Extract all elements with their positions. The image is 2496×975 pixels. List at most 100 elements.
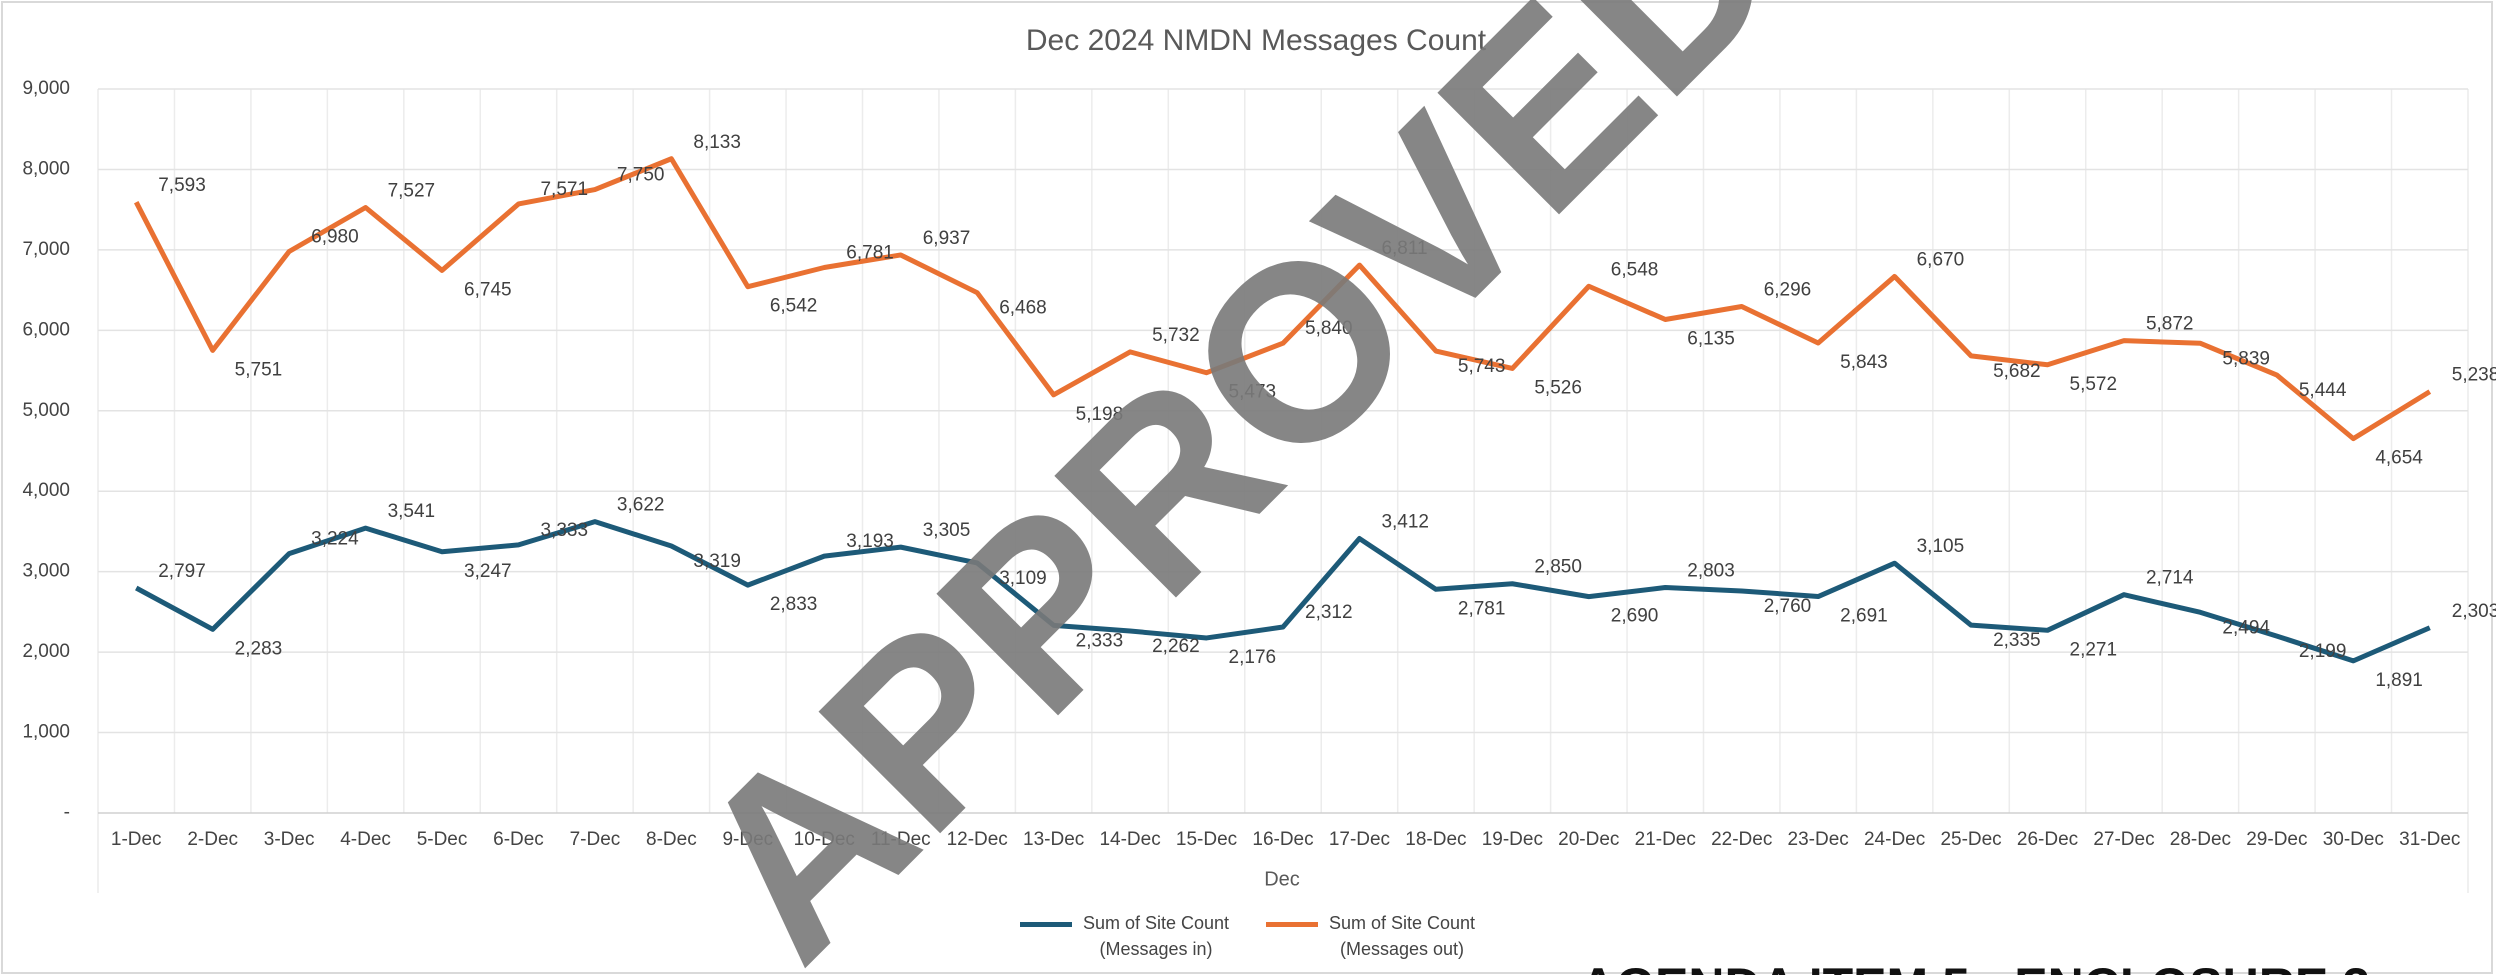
- data-label: 2,271: [2070, 639, 2118, 660]
- x-tick-label: 5-Dec: [417, 829, 468, 850]
- x-tick-label: 25-Dec: [1940, 829, 2001, 850]
- data-label: 6,542: [770, 296, 818, 317]
- data-label: 2,803: [1687, 561, 1735, 582]
- series-line: [134, 156, 2432, 442]
- x-tick-label: 8-Dec: [646, 829, 697, 850]
- chart-title: Dec 2024 NMDN Messages Count: [1026, 24, 1487, 57]
- x-tick-label: 29-Dec: [2246, 829, 2307, 850]
- data-label: 5,444: [2299, 380, 2347, 401]
- x-tick-label: 18-Dec: [1405, 829, 1466, 850]
- x-tick-label: 1-Dec: [111, 829, 162, 850]
- x-tick-label: 12-Dec: [947, 829, 1008, 850]
- data-label: 2,494: [2222, 617, 2270, 638]
- data-label: 3,247: [464, 561, 512, 582]
- data-label: 2,781: [1458, 598, 1506, 619]
- x-tick-label: 14-Dec: [1099, 829, 1160, 850]
- data-label: 5,840: [1305, 318, 1353, 339]
- series-line: [135, 519, 2431, 664]
- data-label: 5,732: [1152, 325, 1200, 346]
- x-tick-label: 26-Dec: [2017, 829, 2078, 850]
- data-label: 5,872: [2146, 314, 2194, 335]
- data-label: 4,654: [2375, 448, 2423, 469]
- x-tick-label: 28-Dec: [2170, 829, 2231, 850]
- data-label: 6,745: [464, 279, 512, 300]
- legend-label: Sum of Site Count (Messages out): [1328, 913, 1476, 959]
- x-tick-label: 6-Dec: [493, 829, 544, 850]
- data-label: 2,833: [770, 594, 818, 615]
- data-label: 1,891: [2375, 670, 2423, 691]
- x-tick-label: 16-Dec: [1252, 829, 1313, 850]
- data-label: 3,224: [311, 529, 359, 550]
- x-tick-label: 23-Dec: [1788, 829, 1849, 850]
- legend-item: Sum of Site Count (Messages in): [1020, 910, 1236, 962]
- data-label: 3,412: [1381, 512, 1429, 533]
- data-label: 2,333: [1076, 630, 1124, 651]
- x-tick-label: 22-Dec: [1711, 829, 1772, 850]
- data-label: 2,199: [2299, 641, 2347, 662]
- data-label: 2,797: [158, 561, 206, 582]
- data-label: 2,312: [1305, 602, 1353, 623]
- data-label: 3,305: [923, 520, 971, 541]
- footer-text: AGENDA ITEM 5 - ENCLOSURE 2: [1580, 958, 2370, 975]
- legend-item: Sum of Site Count (Messages out): [1266, 910, 1482, 962]
- data-label: 7,527: [388, 181, 436, 202]
- data-label: 6,135: [1687, 328, 1735, 349]
- data-label: 5,751: [235, 359, 283, 380]
- y-tick-label: -: [64, 802, 70, 823]
- data-label: 3,622: [617, 495, 665, 516]
- data-label: 3,333: [540, 520, 588, 541]
- y-tick-label: 9,000: [22, 78, 70, 99]
- data-label: 2,303: [2452, 601, 2496, 622]
- data-label: 3,319: [693, 551, 741, 572]
- x-tick-label: 7-Dec: [570, 829, 621, 850]
- data-label: 6,670: [1917, 249, 1965, 270]
- y-tick-label: 3,000: [22, 561, 70, 582]
- data-label: 5,572: [2070, 374, 2118, 395]
- x-tick-label: 31-Dec: [2399, 829, 2460, 850]
- data-label: 3,109: [999, 568, 1047, 589]
- data-label: 2,262: [1152, 636, 1200, 657]
- legend: Sum of Site Count (Messages in) Sum of Si…: [1020, 910, 1482, 962]
- x-tick-label: 11-Dec: [871, 829, 931, 850]
- data-label: 3,193: [846, 531, 894, 552]
- y-tick-label: 4,000: [22, 480, 70, 501]
- legend-swatch: [1020, 922, 1072, 927]
- data-label: 2,691: [1840, 606, 1888, 627]
- data-label: 5,743: [1458, 356, 1506, 377]
- x-tick-label: 24-Dec: [1864, 829, 1925, 850]
- x-tick-label: 21-Dec: [1635, 829, 1696, 850]
- data-label: 3,105: [1917, 536, 1965, 557]
- data-label: 2,760: [1764, 596, 1812, 617]
- y-tick-label: 1,000: [22, 722, 70, 743]
- data-label: 3,541: [388, 501, 436, 522]
- x-axis-title: Dec: [1264, 868, 1300, 890]
- x-tick-label: 30-Dec: [2323, 829, 2384, 850]
- data-label: 2,850: [1534, 557, 1582, 578]
- data-label: 5,839: [2222, 348, 2270, 369]
- x-tick-label: 17-Dec: [1329, 829, 1390, 850]
- data-label: 5,682: [1993, 361, 2041, 382]
- legend-label: Sum of Site Count (Messages in): [1082, 913, 1230, 959]
- x-tick-label: 20-Dec: [1558, 829, 1619, 850]
- data-label: 5,473: [1229, 382, 1277, 403]
- data-label: 2,714: [2146, 568, 2194, 589]
- data-label: 2,690: [1611, 606, 1659, 627]
- plot-area: - 1,000 2,000 3,000 4,000 5,000 6,000 7,000 8,00…: [22, 78, 2496, 893]
- x-tick-label: 9-Dec: [722, 829, 773, 850]
- data-label: 6,937: [923, 228, 971, 249]
- x-tick-label: 10-Dec: [794, 829, 855, 850]
- x-tick-label: 3-Dec: [264, 829, 315, 850]
- data-label: 2,335: [1993, 630, 2041, 651]
- data-label: 7,593: [158, 175, 206, 196]
- x-tick-label: 15-Dec: [1176, 829, 1237, 850]
- x-tick-label: 19-Dec: [1482, 829, 1543, 850]
- data-label: 6,296: [1764, 280, 1812, 301]
- y-tick-label: 5,000: [22, 400, 70, 421]
- data-label: 6,980: [311, 227, 359, 248]
- data-label: 6,548: [1611, 259, 1659, 280]
- data-label: 7,750: [617, 165, 665, 186]
- y-tick-label: 7,000: [22, 239, 70, 260]
